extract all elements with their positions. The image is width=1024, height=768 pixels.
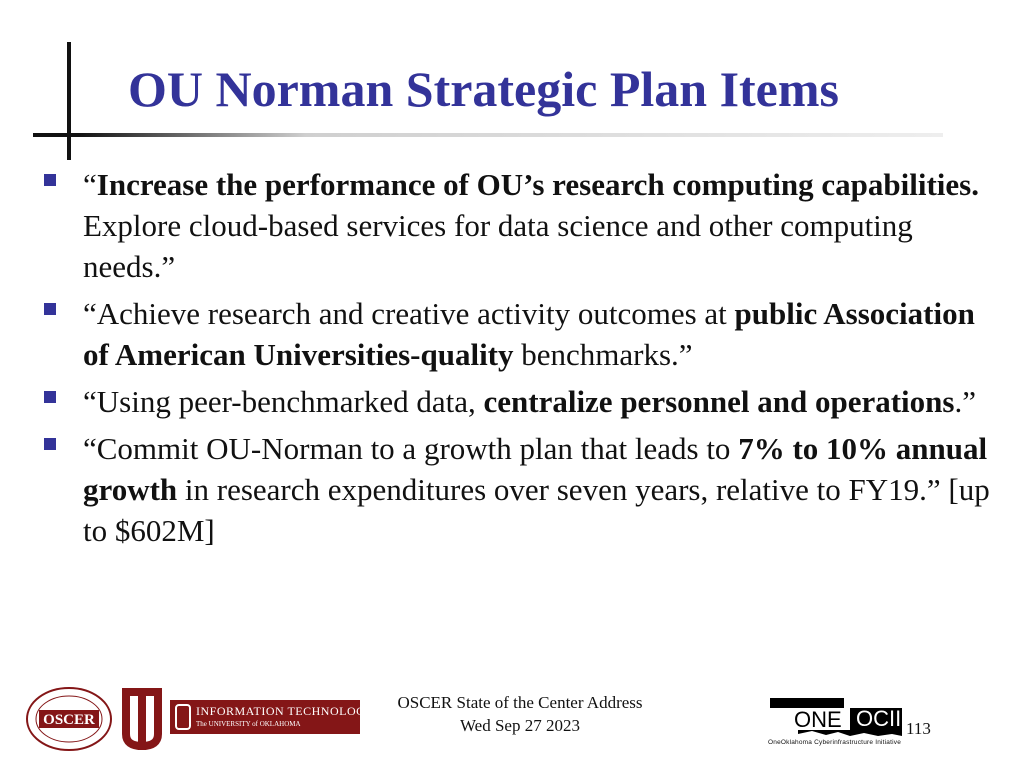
bullet-text: “Commit OU-Norman to a growth plan that …	[83, 431, 739, 466]
bullet-item: “Achieve research and creative activity …	[44, 293, 994, 375]
bullet-text: “Using peer-benchmarked data,	[83, 384, 484, 419]
oneocii-logo: OCII ONE OneOklahoma Cyberinfrastructure…	[768, 694, 904, 752]
bullet-square-icon	[44, 174, 56, 186]
page-number: 113	[906, 719, 931, 738]
it-logo-line-1: INFORMATION TECHNOLOGY	[196, 704, 375, 718]
bullet-square-icon	[44, 391, 56, 403]
bullet-bold-text: public Association of American Universit…	[83, 296, 975, 372]
bullet-text: benchmarks.”	[513, 337, 693, 372]
oscer-logo: OSCER	[26, 687, 112, 751]
bullet-text: “	[83, 167, 97, 202]
bullet-text: Explore cloud-based services for data sc…	[83, 208, 913, 284]
oscer-logo-text: OSCER	[43, 712, 95, 728]
bullet-square-icon	[44, 438, 56, 450]
bullet-square-icon	[44, 303, 56, 315]
it-logo-line-2: The UNIVERSITY of OKLAHOMA	[196, 720, 301, 728]
bullet-bold-text: centralize personnel and operations	[483, 384, 955, 419]
bullet-item: “Commit OU-Norman to a growth plan that …	[44, 428, 994, 551]
slide-title: OU Norman Strategic Plan Items	[128, 61, 839, 117]
bullet-bold-text: 7% to 10% annual growth	[83, 431, 988, 507]
bullet-text: “Achieve research and creative activity …	[83, 296, 735, 331]
information-technology-logo: INFORMATION TECHNOLOGY The UNIVERSITY of…	[170, 700, 374, 734]
bullet-list: “Increase the performance of OU’s resear…	[44, 164, 994, 557]
ou-logo	[122, 688, 162, 751]
footer-caption: OSCER State of the Center Address Wed Se…	[360, 691, 680, 737]
title-vertical-rule	[67, 42, 71, 160]
oneocii-logo-text-one: ONE	[794, 707, 842, 732]
oneocii-logo-name: OneOklahoma Cyberinfrastructure Initiati…	[768, 739, 902, 746]
footer-line-1: OSCER State of the Center Address	[397, 693, 643, 712]
title-horizontal-rule	[33, 133, 943, 137]
oklahoma-map-icon: OCII ONE	[770, 698, 902, 736]
bullet-text: .”	[954, 384, 976, 419]
bullet-item: “Increase the performance of OU’s resear…	[44, 164, 994, 287]
footer-line-2: Wed Sep 27 2023	[460, 716, 580, 735]
oneocii-logo-text: OCII	[856, 706, 901, 731]
bullet-bold-text: Increase the performance of OU’s researc…	[96, 167, 979, 202]
ou-mark-icon	[175, 704, 191, 730]
bullet-item: “Using peer-benchmarked data, centralize…	[44, 381, 994, 422]
bullet-text: in research expenditures over seven year…	[83, 472, 990, 548]
